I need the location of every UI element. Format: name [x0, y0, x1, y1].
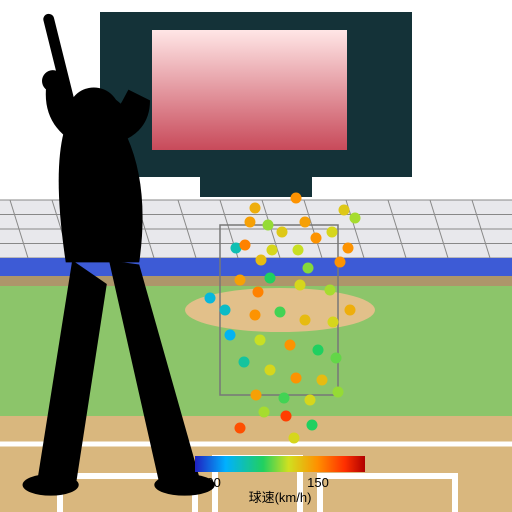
pitch-marker	[251, 390, 262, 401]
legend-colorbar	[195, 456, 365, 472]
pitch-marker	[293, 245, 304, 256]
pitch-marker	[300, 217, 311, 228]
pitch-marker	[333, 387, 344, 398]
pitch-marker	[263, 220, 274, 231]
pitch-marker	[265, 273, 276, 284]
pitch-marker	[300, 315, 311, 326]
pitch-marker	[239, 357, 250, 368]
pitch-marker	[256, 255, 267, 266]
pitch-marker	[220, 305, 231, 316]
pitch-marker	[328, 317, 339, 328]
pitch-marker	[235, 423, 246, 434]
pitch-marker	[255, 335, 266, 346]
pitch-marker	[205, 293, 216, 304]
pitch-marker	[281, 411, 292, 422]
pitch-marker	[285, 340, 296, 351]
pitch-marker	[303, 263, 314, 274]
pitch-marker	[339, 205, 350, 216]
pitch-marker	[295, 280, 306, 291]
legend-tick: 100	[199, 475, 221, 490]
pitch-marker	[313, 345, 324, 356]
pitch-marker	[335, 257, 346, 268]
pitch-marker	[345, 305, 356, 316]
pitch-marker	[250, 310, 261, 321]
pitch-marker	[325, 285, 336, 296]
legend-tick: 150	[307, 475, 329, 490]
pitch-marker	[343, 243, 354, 254]
pitch-marker	[307, 420, 318, 431]
pitch-marker	[327, 227, 338, 238]
pitch-marker	[311, 233, 322, 244]
pitch-marker	[331, 353, 342, 364]
pitch-marker	[265, 365, 276, 376]
pitch-marker	[279, 393, 290, 404]
pitch-marker	[289, 433, 300, 444]
legend-label: 球速(km/h)	[249, 490, 312, 505]
pitch-marker	[245, 217, 256, 228]
pitch-location-chart: 100 150球速(km/h)	[0, 0, 512, 512]
pitch-marker	[225, 330, 236, 341]
pitch-marker	[277, 227, 288, 238]
pitch-marker	[240, 240, 251, 251]
pitch-marker	[317, 375, 328, 386]
scoreboard-screen	[152, 30, 347, 150]
pitch-marker	[259, 407, 270, 418]
pitch-marker	[235, 275, 246, 286]
pitch-marker	[305, 395, 316, 406]
pitch-marker	[267, 245, 278, 256]
pitch-marker	[350, 213, 361, 224]
pitch-marker	[250, 203, 261, 214]
pitch-marker	[291, 373, 302, 384]
pitch-marker	[275, 307, 286, 318]
pitch-marker	[253, 287, 264, 298]
pitch-marker	[291, 193, 302, 204]
